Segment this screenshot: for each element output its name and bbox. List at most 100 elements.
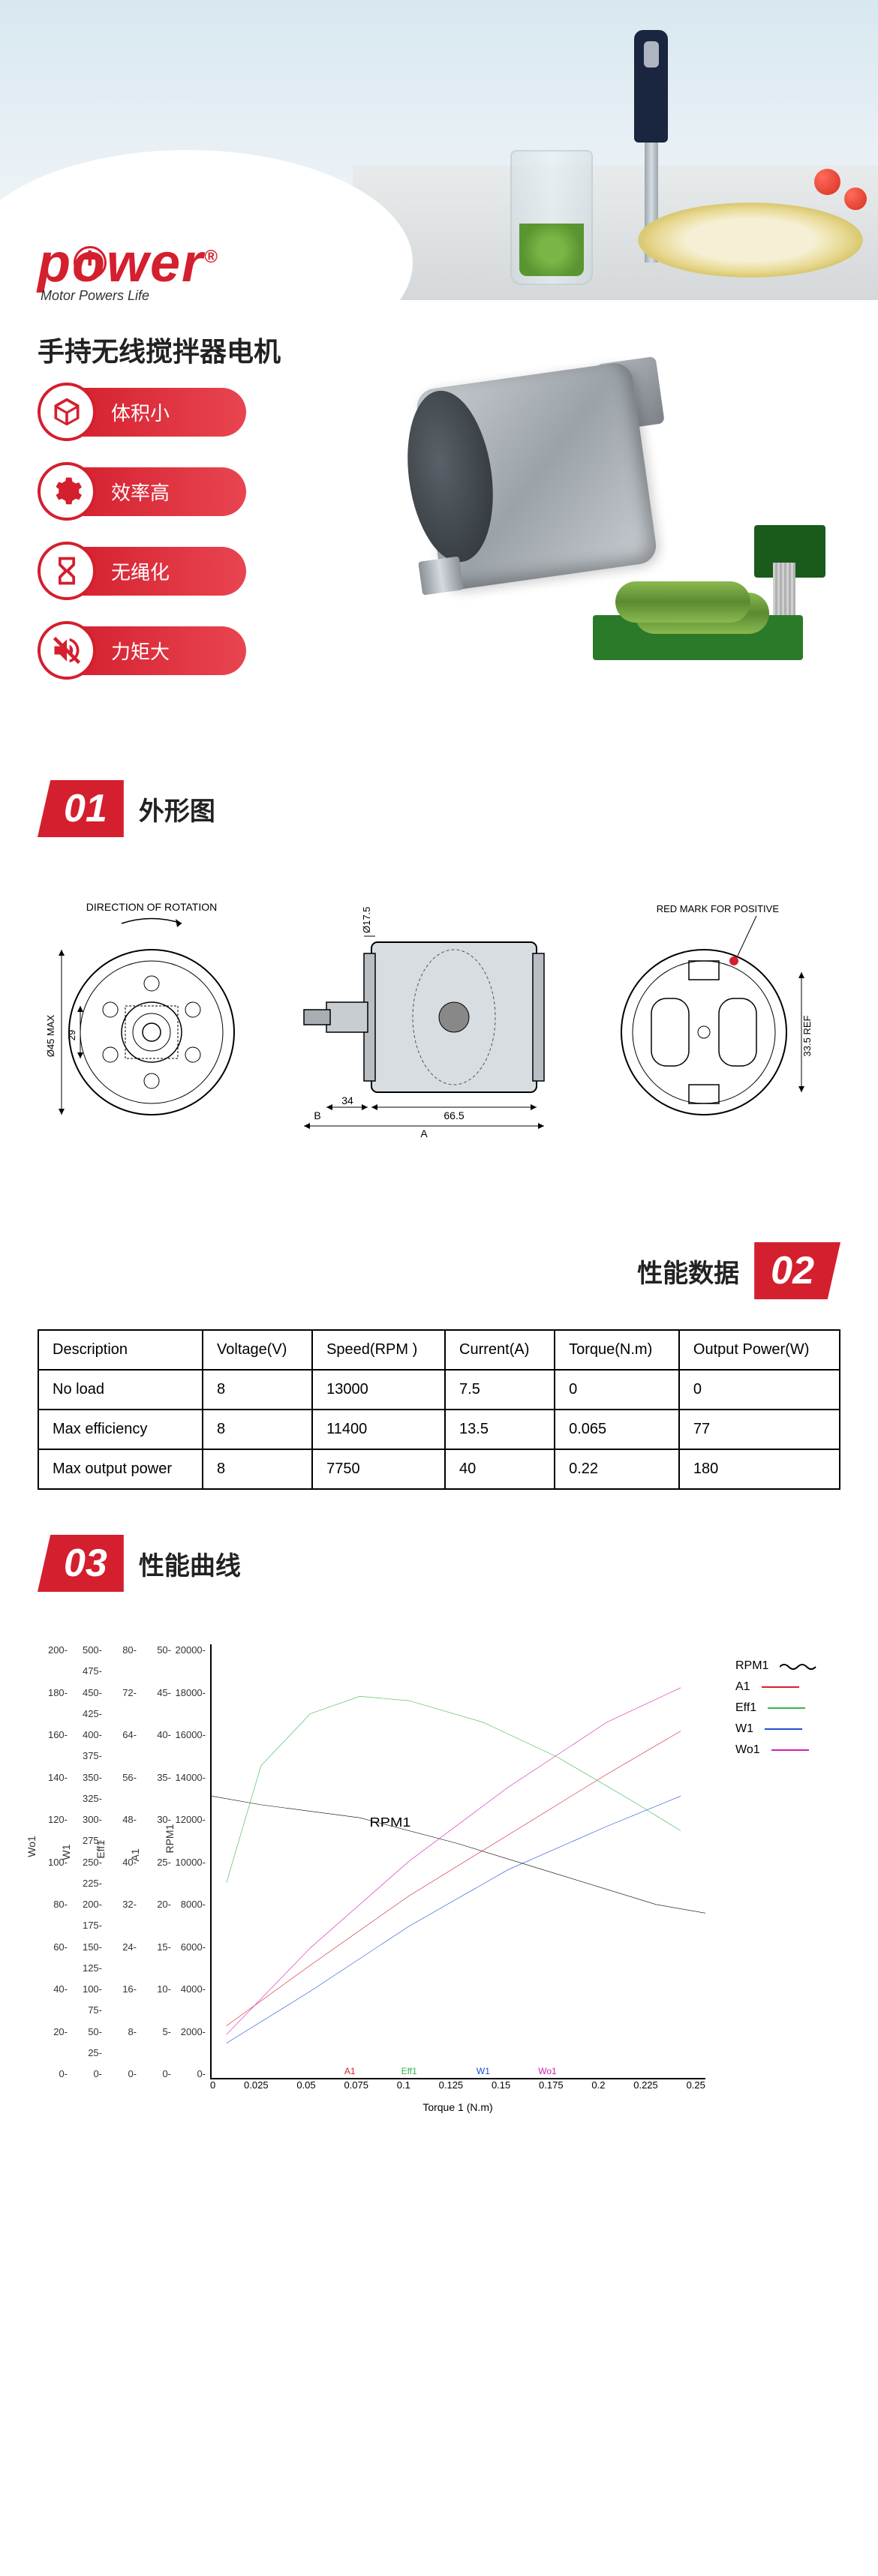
legend-item: Eff1 — [735, 1701, 840, 1715]
section-number: 01 — [38, 780, 124, 837]
y-tick: 475- — [83, 1665, 102, 1677]
table-body: No load8130007.500Max efficiency81140013… — [38, 1370, 840, 1489]
y-tick: 375- — [83, 1750, 102, 1761]
y-tick: 2000- — [181, 2026, 206, 2037]
y-tick: 25- — [88, 2047, 102, 2058]
table-cell: 0 — [555, 1370, 679, 1410]
table-header-cell: Description — [38, 1330, 203, 1370]
cup-illustration — [510, 150, 593, 285]
table-cell: 8 — [203, 1449, 312, 1489]
y-axis: 50-45-40-35-30-25-20-15-10-5-0-A1 — [141, 1644, 176, 2079]
legend-line-swatch — [768, 1707, 805, 1709]
legend-item: W1 — [735, 1722, 840, 1736]
svg-text:Ø45 MAX: Ø45 MAX — [47, 1014, 56, 1057]
svg-text:DIRECTION OF ROTATION: DIRECTION OF ROTATION — [86, 901, 216, 913]
table-cell: Max output power — [38, 1449, 203, 1489]
y-axis-label: Eff1 — [95, 1840, 107, 1859]
svg-text:29: 29 — [66, 1030, 77, 1040]
legend-line-swatch — [762, 1686, 799, 1688]
y-axis: 200-180-160-140-120-100-80-60-40-20-0-Wo… — [38, 1644, 72, 2079]
table-cell: 8 — [203, 1410, 312, 1449]
y-tick: 72- — [122, 1687, 137, 1698]
y-tick: 350- — [83, 1772, 102, 1783]
y-axis-label: A1 — [129, 1848, 141, 1861]
feature-item-torque: 力矩大 — [38, 621, 246, 680]
table-cell: 13000 — [312, 1370, 445, 1410]
y-tick: 325- — [83, 1793, 102, 1804]
y-tick: 160- — [48, 1729, 68, 1740]
y-tick: 200- — [48, 1644, 68, 1656]
y-tick: 15- — [157, 1941, 171, 1953]
blender-illustration — [634, 30, 668, 143]
x-marker: Eff1 — [401, 2066, 417, 2076]
outline-diagrams: DIRECTION OF ROTATION Ø45 MAX 29 Ø17.5 — [0, 867, 878, 1197]
y-tick: 20- — [157, 1899, 171, 1910]
x-marker: Wo1 — [538, 2066, 556, 2076]
tomato-illustration — [814, 169, 840, 195]
y-tick: 12000- — [176, 1814, 206, 1825]
chart-series-a1 — [227, 1731, 681, 2026]
y-tick: 10000- — [176, 1857, 206, 1868]
table-cell: 40 — [445, 1449, 555, 1489]
y-tick: 45- — [157, 1687, 171, 1698]
y-tick: 75- — [88, 2004, 102, 2016]
y-tick: 225- — [83, 1878, 102, 1889]
table-cell: 7.5 — [445, 1370, 555, 1410]
chart-series-rpm — [212, 1796, 705, 1913]
x-tick: 0.05 — [296, 2079, 315, 2109]
section-header-01: 01 外形图 — [38, 780, 840, 837]
kitchen-scene-illustration — [353, 0, 878, 300]
y-tick: 10- — [157, 1983, 171, 1995]
y-tick: 0- — [59, 2068, 68, 2079]
diagram-side-view: Ø17.5 66.5 34 B A — [289, 897, 574, 1137]
y-tick: 16000- — [176, 1729, 206, 1740]
y-tick: 60- — [53, 1941, 68, 1953]
table-cell: 0.065 — [555, 1410, 679, 1449]
legend-line-swatch — [780, 1662, 817, 1671]
y-tick: 6000- — [181, 1941, 206, 1953]
y-tick: 120- — [48, 1814, 68, 1825]
gear-icon — [38, 462, 96, 521]
y-tick: 24- — [122, 1941, 137, 1953]
y-tick: 5- — [162, 2026, 171, 2037]
tomato-illustration — [844, 188, 867, 210]
legend-item: Wo1 — [735, 1743, 840, 1757]
table-row: Max efficiency81140013.50.06577 — [38, 1410, 840, 1449]
x-marker: A1 — [344, 2066, 356, 2076]
x-tick: 0.15 — [492, 2079, 510, 2109]
y-tick: 20000- — [176, 1644, 206, 1656]
y-tick: 425- — [83, 1708, 102, 1719]
table-header-row: DescriptionVoltage(V)Speed(RPM )Current(… — [38, 1330, 840, 1370]
y-tick: 100- — [83, 1983, 102, 1995]
table-cell: 0 — [679, 1370, 840, 1410]
y-tick: 175- — [83, 1920, 102, 1931]
diagram-front-view: DIRECTION OF ROTATION Ø45 MAX 29 — [47, 897, 257, 1137]
y-tick: 400- — [83, 1729, 102, 1740]
feature-list: 体积小 效率高 无绳化 力矩大 — [38, 383, 246, 701]
y-axis: 20000-18000-16000-14000-12000-10000-8000… — [176, 1644, 210, 2079]
svg-text:Ø17.5: Ø17.5 — [361, 907, 372, 933]
chart-series-eff — [227, 1696, 681, 1883]
hourglass-icon — [38, 542, 96, 600]
y-tick: 0- — [93, 2068, 102, 2079]
performance-chart: 200-180-160-140-120-100-80-60-40-20-0-Wo… — [0, 1622, 878, 2154]
section-header-03: 03 性能曲线 — [38, 1535, 840, 1592]
y-tick: 4000- — [181, 1983, 206, 1995]
legend-label: W1 — [735, 1722, 753, 1736]
legend-label: RPM1 — [735, 1659, 768, 1673]
svg-text:33.5 REF: 33.5 REF — [801, 1015, 813, 1056]
y-tick: 500- — [83, 1644, 102, 1656]
mute-icon — [38, 621, 96, 680]
y-tick: 180- — [48, 1687, 68, 1698]
table-cell: 8 — [203, 1370, 312, 1410]
legend-item: A1 — [735, 1680, 840, 1694]
motor-product-image — [390, 360, 825, 675]
x-axis-label: Torque 1 (N.m) — [422, 2101, 492, 2113]
series-label: RPM1 — [370, 1815, 411, 1830]
table-cell: No load — [38, 1370, 203, 1410]
y-axis: 80-72-64-56-48-40-32-24-16-8-0-Eff1 — [107, 1644, 141, 2079]
svg-text:34: 34 — [341, 1094, 353, 1106]
y-tick: 16- — [122, 1983, 137, 1995]
y-tick: 50- — [88, 2026, 102, 2037]
y-tick: 80- — [122, 1644, 137, 1656]
